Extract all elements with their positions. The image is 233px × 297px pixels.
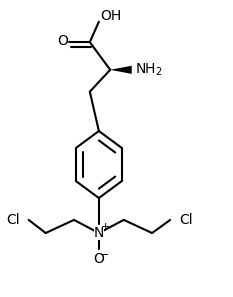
- Text: Cl: Cl: [179, 213, 193, 227]
- Polygon shape: [110, 66, 132, 74]
- Text: OH: OH: [100, 10, 121, 23]
- Text: −: −: [100, 250, 110, 260]
- Text: O: O: [93, 252, 104, 266]
- Text: NH$_2$: NH$_2$: [135, 61, 163, 78]
- Text: N: N: [94, 226, 104, 240]
- Text: O: O: [58, 34, 69, 48]
- Text: Cl: Cl: [6, 213, 20, 227]
- Text: +: +: [100, 222, 110, 232]
